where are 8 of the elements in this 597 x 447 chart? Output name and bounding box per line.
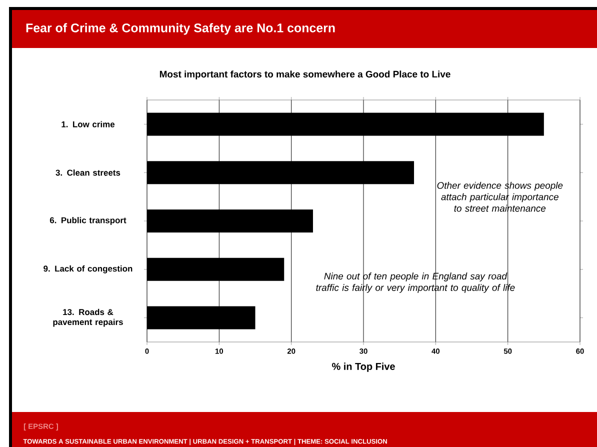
x-axis-title: % in Top Five bbox=[332, 362, 395, 372]
y-tick-label: 1. Low crime bbox=[62, 121, 115, 128]
y-tick-label: 13. Roads & pavement repairs bbox=[53, 308, 123, 327]
chart-subtitle: Most important factors to make somewhere a Good Place to Live bbox=[160, 70, 450, 80]
y-tick-label: 9. Lack of congestion bbox=[44, 265, 132, 274]
y-tick-label: 6. Public transport bbox=[50, 217, 126, 225]
y-tick-label: 3. Clean streets bbox=[56, 169, 120, 176]
chart-title: Fear of Crime & Community Safety are No.1 concern bbox=[26, 23, 335, 35]
